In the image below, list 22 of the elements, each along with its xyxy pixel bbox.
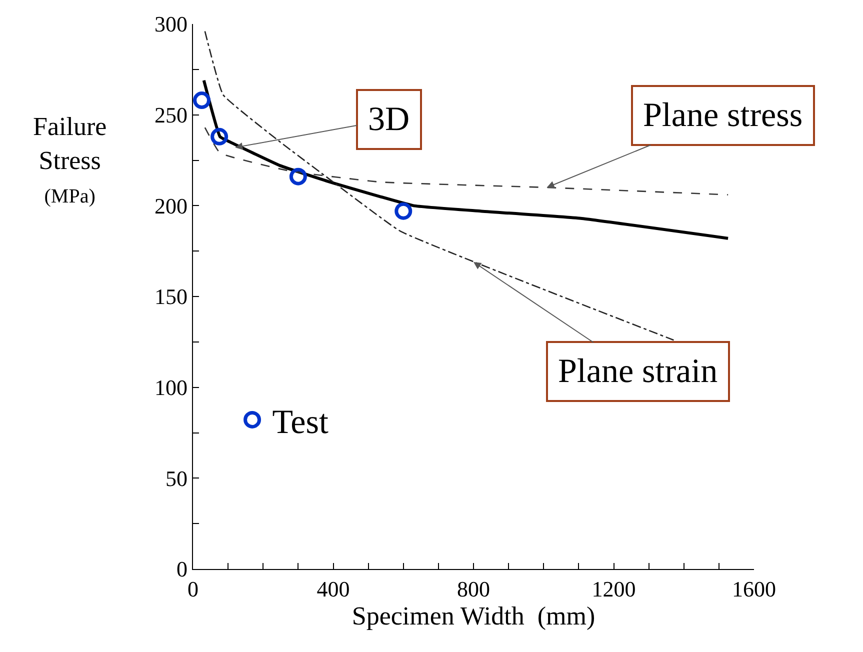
- annotation: 3D: [368, 101, 410, 138]
- x-tick-label: 1200: [592, 576, 636, 602]
- point: [193, 92, 211, 110]
- x-axis-title: Specimen Width (mm): [352, 602, 596, 630]
- x-tick-label: 1600: [732, 576, 776, 602]
- y-tick-label: 200: [154, 193, 188, 218]
- y-tick-label: 250: [154, 102, 188, 128]
- point: [210, 128, 228, 146]
- legend-label: Test: [272, 404, 329, 441]
- point: [394, 202, 412, 220]
- annotation: Plane strain: [558, 353, 718, 390]
- y-tick-label: 300: [154, 12, 188, 37]
- y-axis-title: Failure Stress (MPa): [33, 112, 107, 208]
- annotation: Plane stress: [643, 97, 803, 134]
- y-tick-label: 0: [176, 556, 188, 582]
- x-tick-label: 800: [457, 576, 490, 602]
- x-tick-label: 400: [316, 576, 350, 602]
- point: [289, 168, 307, 186]
- y-tick-label: 150: [154, 284, 188, 310]
- y-tick-label: 100: [154, 375, 188, 400]
- line-series: [202, 78, 730, 240]
- y-tick-label: 50: [166, 466, 188, 491]
